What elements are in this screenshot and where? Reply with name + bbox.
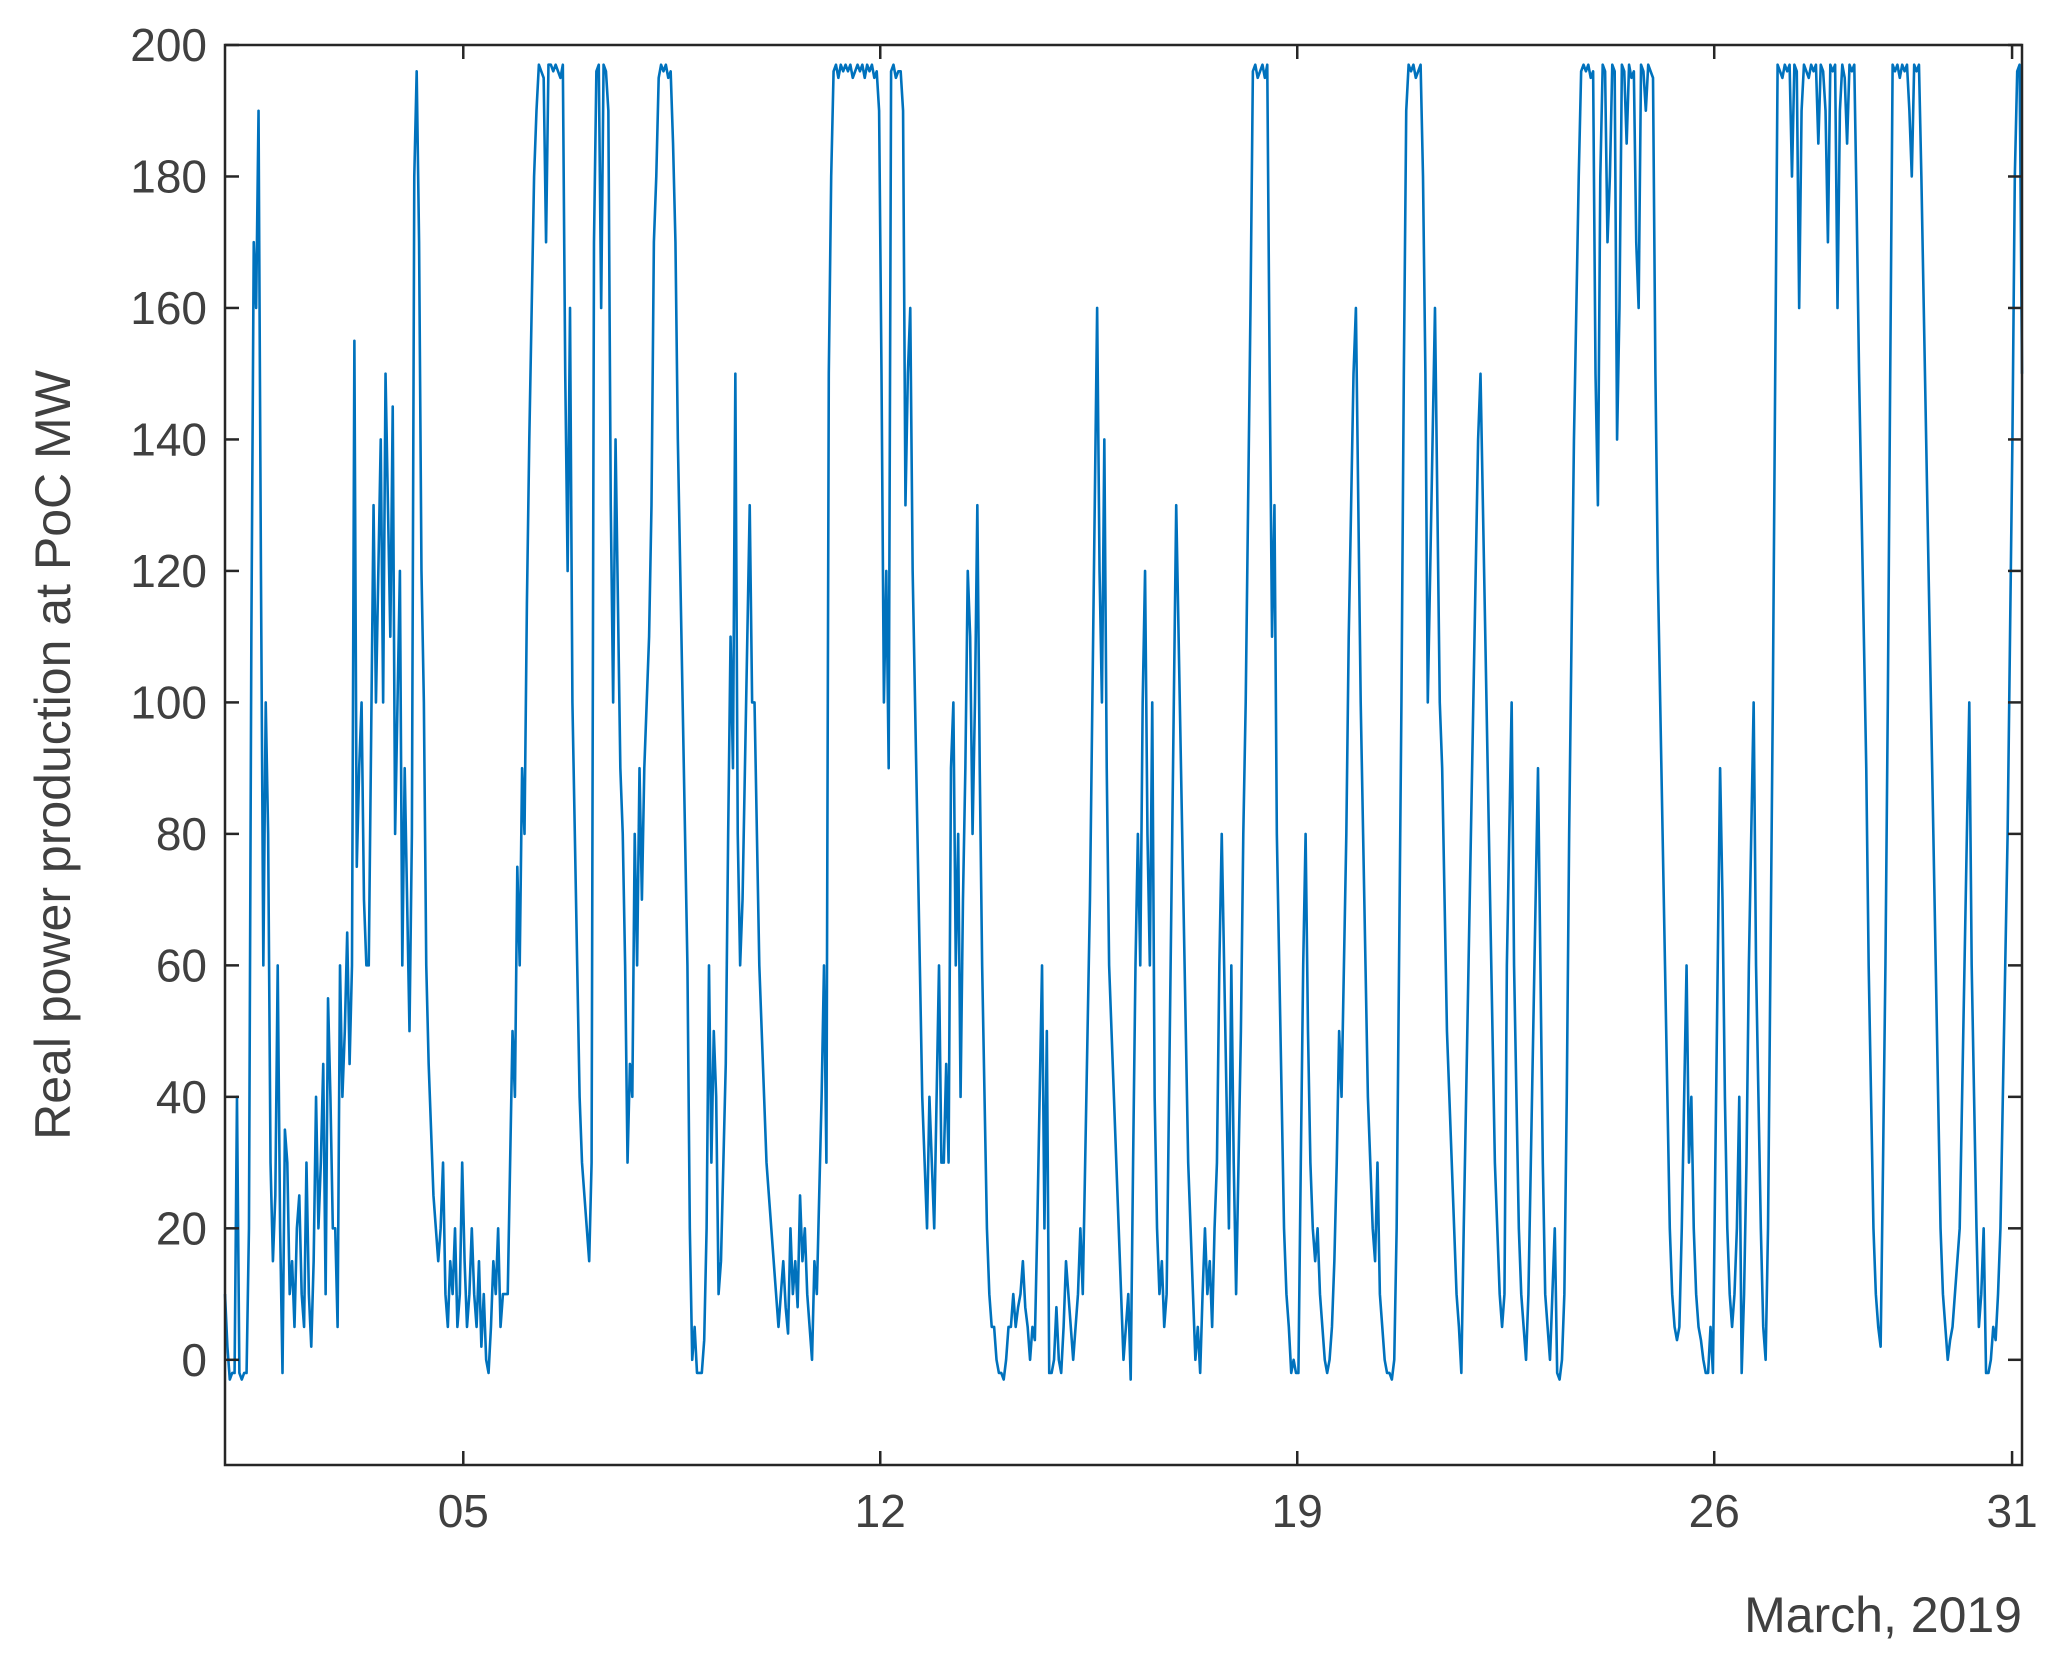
y-tick-label: 200 [130, 19, 207, 71]
y-tick-label: 100 [130, 676, 207, 728]
x-tick-label: 26 [1689, 1485, 1740, 1537]
y-tick-label: 40 [156, 1071, 207, 1123]
x-axis-secondary-label: March, 2019 [1744, 1587, 2022, 1643]
y-tick-label: 80 [156, 808, 207, 860]
x-tick-label: 19 [1272, 1485, 1323, 1537]
y-axis-label: Real power production at PoC MW [25, 369, 81, 1140]
y-tick-label: 0 [181, 1334, 207, 1386]
x-tick-label: 12 [855, 1485, 906, 1537]
y-tick-label: 160 [130, 282, 207, 334]
y-tick-label: 140 [130, 413, 207, 465]
y-tick-label: 180 [130, 150, 207, 202]
y-tick-label: 60 [156, 939, 207, 991]
y-tick-label: 20 [156, 1202, 207, 1254]
x-tick-label: 31 [1986, 1485, 2037, 1537]
y-tick-label: 120 [130, 545, 207, 597]
x-tick-label: 05 [438, 1485, 489, 1537]
